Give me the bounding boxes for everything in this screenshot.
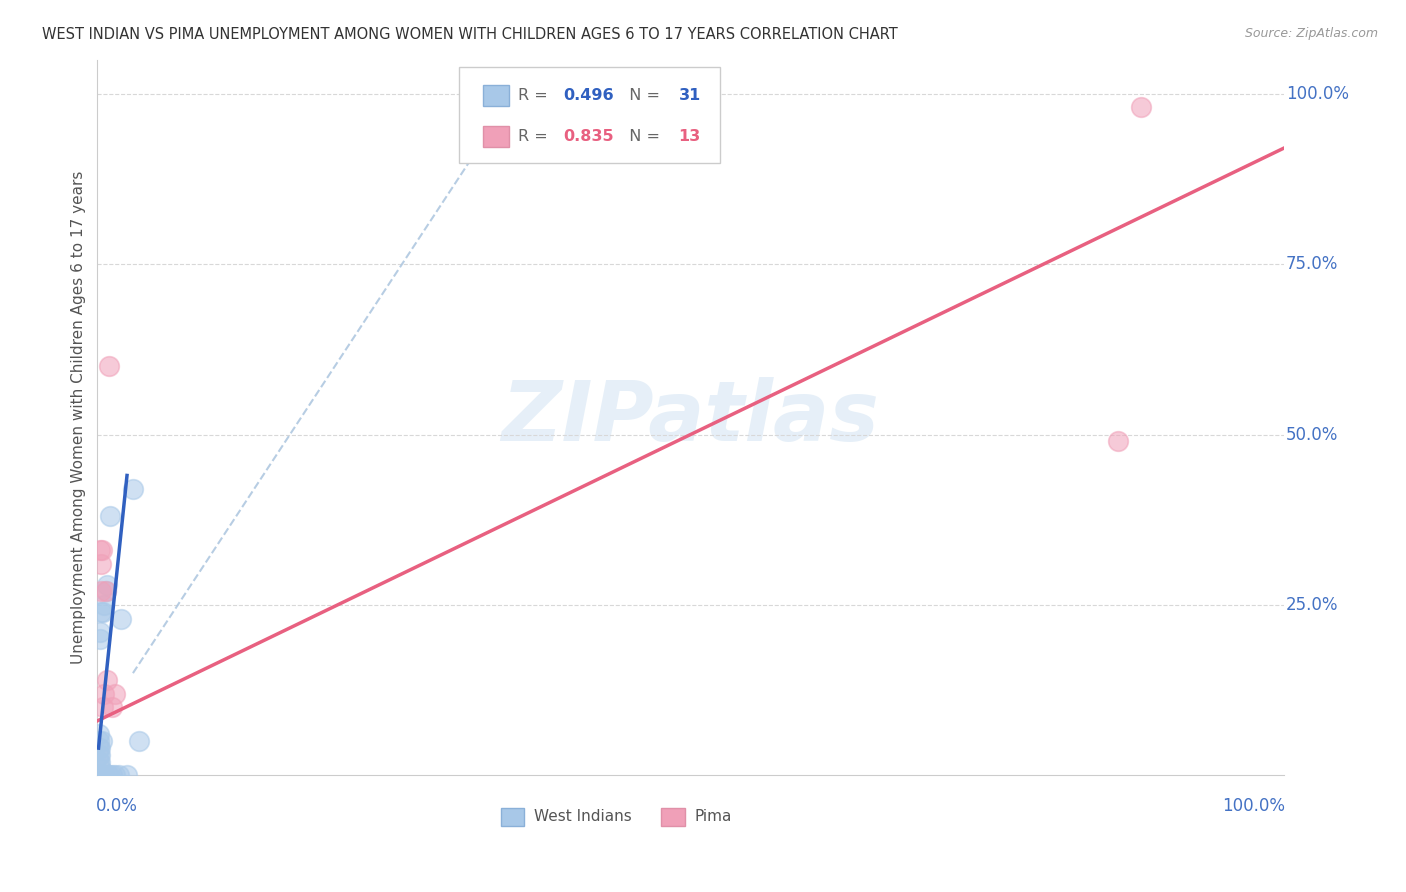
FancyBboxPatch shape [460, 67, 720, 163]
Text: 31: 31 [679, 88, 700, 103]
Text: 0.496: 0.496 [564, 88, 614, 103]
Point [87, 741, 110, 756]
Point [89, 543, 111, 558]
Point [90, 557, 112, 571]
Text: 13: 13 [679, 129, 700, 145]
Point [89, 755, 111, 769]
Point [94, 584, 117, 599]
Point [87, 727, 110, 741]
Point [91, 543, 114, 558]
Point [89, 741, 111, 756]
Point [1107, 434, 1129, 449]
Text: 25.0%: 25.0% [1286, 596, 1339, 614]
Text: 100.0%: 100.0% [1222, 797, 1285, 815]
Point [100, 509, 122, 524]
Point [91, 605, 114, 619]
Text: WEST INDIAN VS PIMA UNEMPLOYMENT AMONG WOMEN WITH CHILDREN AGES 6 TO 17 YEARS CO: WEST INDIAN VS PIMA UNEMPLOYMENT AMONG W… [42, 27, 898, 42]
Y-axis label: Unemployment Among Women with Children Ages 6 to 17 years: Unemployment Among Women with Children A… [72, 170, 86, 665]
Text: 0.0%: 0.0% [96, 797, 138, 815]
Point [97, 768, 120, 782]
Point [96, 577, 118, 591]
Text: N =: N = [619, 88, 665, 103]
Point [122, 482, 145, 496]
Point [110, 612, 132, 626]
Text: 50.0%: 50.0% [1286, 425, 1339, 443]
Text: Pima: Pima [695, 809, 731, 823]
Text: Source: ZipAtlas.com: Source: ZipAtlas.com [1244, 27, 1378, 40]
Point [104, 687, 127, 701]
Point [93, 598, 115, 612]
Bar [482, 85, 509, 105]
Text: 0.835: 0.835 [564, 129, 614, 145]
Point [128, 734, 150, 748]
Text: ZIPatlas: ZIPatlas [502, 377, 879, 458]
Point [107, 768, 129, 782]
Point [91, 768, 114, 782]
Point [87, 734, 110, 748]
Point [91, 734, 114, 748]
Bar [482, 127, 509, 146]
Text: R =: R = [519, 88, 554, 103]
Point [89, 632, 111, 646]
Bar [501, 807, 524, 825]
Point [91, 700, 114, 714]
Point [104, 768, 127, 782]
Bar [661, 807, 685, 825]
Point [90, 584, 112, 599]
Point [98, 768, 121, 782]
Text: 75.0%: 75.0% [1286, 255, 1339, 273]
Text: 100.0%: 100.0% [1286, 85, 1348, 103]
Point [100, 768, 122, 782]
Text: R =: R = [519, 129, 554, 145]
Point [87, 747, 110, 762]
Point [93, 768, 115, 782]
Point [115, 768, 138, 782]
Point [98, 359, 121, 374]
Point [89, 747, 111, 762]
Point [96, 673, 118, 687]
Text: N =: N = [619, 129, 665, 145]
Point [100, 700, 122, 714]
Point [87, 755, 110, 769]
Point [1130, 100, 1153, 114]
Point [90, 762, 112, 776]
Point [93, 687, 115, 701]
Point [90, 768, 112, 782]
Text: West Indians: West Indians [534, 809, 631, 823]
Point [91, 768, 114, 782]
Point [89, 625, 111, 640]
Point [94, 584, 117, 599]
Point [90, 605, 112, 619]
